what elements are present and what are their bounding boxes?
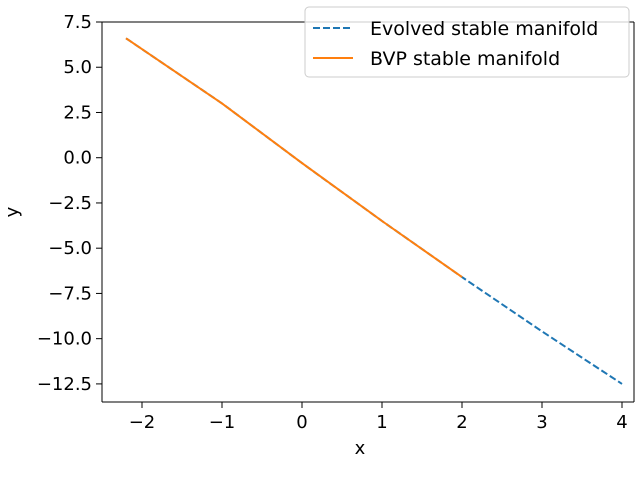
x-tick-label: 4: [616, 412, 627, 433]
x-tick-label: −1: [209, 412, 236, 433]
y-tick-label: −12.5: [37, 374, 92, 395]
y-tick-label: 7.5: [63, 12, 92, 33]
x-tick-label: −2: [129, 412, 156, 433]
x-axis-ticks: −2 −1 0 1 2 3 4: [129, 402, 628, 433]
x-tick-label: 2: [456, 412, 467, 433]
x-tick-label: 1: [376, 412, 387, 433]
y-tick-label: −5.0: [48, 238, 92, 259]
y-axis-ticks: 7.5 5.0 2.5 0.0 −2.5 −5.0 −7.5 −10.0 −12.5: [37, 12, 102, 395]
series-layer: [125, 37, 623, 385]
legend-label-evolved: Evolved stable manifold: [370, 18, 598, 40]
legend-label-bvp: BVP stable manifold: [370, 48, 560, 70]
y-tick-label: −2.5: [48, 193, 92, 214]
legend: Evolved stable manifold BVP stable manif…: [304, 6, 630, 78]
x-tick-label: 0: [296, 412, 307, 433]
x-axis-label: x: [355, 438, 366, 459]
y-tick-label: 2.5: [63, 102, 92, 123]
y-axis-label: y: [2, 206, 23, 217]
y-tick-label: −7.5: [48, 283, 92, 304]
y-tick-label: 0.0: [63, 148, 92, 169]
series-line-1: [125, 37, 463, 278]
x-tick-label: 3: [536, 412, 547, 433]
legend-frame: [304, 6, 630, 78]
y-tick-label: 5.0: [63, 57, 92, 78]
y-tick-label: −10.0: [37, 329, 92, 350]
